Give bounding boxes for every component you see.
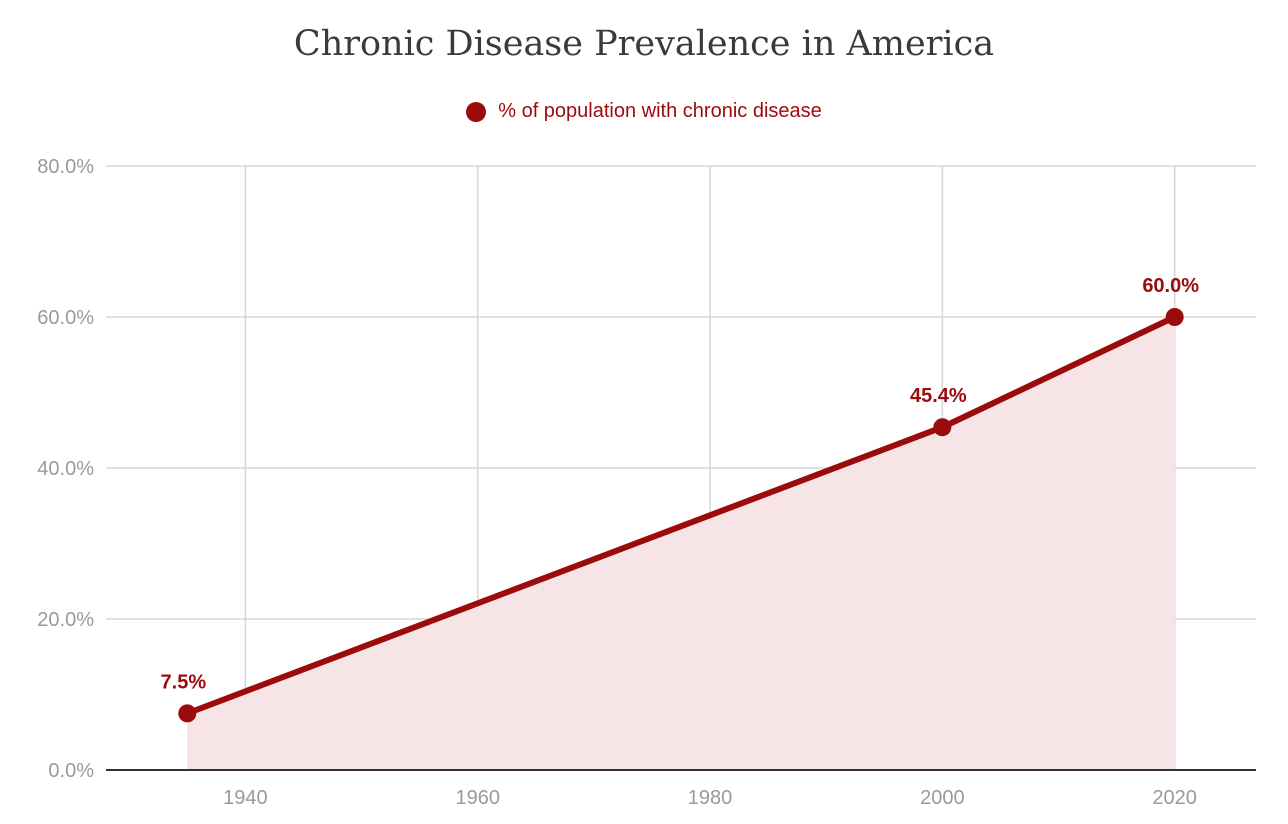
series-area bbox=[187, 317, 1175, 770]
data-point bbox=[1165, 308, 1184, 326]
x-tick-label: 2020 bbox=[1152, 787, 1197, 809]
y-tick-label: 40.0% bbox=[37, 458, 94, 480]
point-layer bbox=[178, 308, 1184, 723]
data-label: 60.0% bbox=[1142, 275, 1199, 297]
x-tick-label: 1960 bbox=[455, 787, 500, 809]
data-point bbox=[933, 418, 952, 437]
y-tick-label: 0.0% bbox=[48, 760, 94, 782]
tick-layer: 0.0% 20.0% 40.0% 60.0% 80.0% 1940 1960 1980 2000… bbox=[37, 156, 1197, 809]
x-tick-label: 1940 bbox=[223, 787, 268, 809]
area-layer bbox=[187, 317, 1175, 770]
x-tick-label: 2000 bbox=[920, 787, 965, 809]
y-tick-label: 80.0% bbox=[37, 156, 94, 178]
legend-label: % of population with chronic disease bbox=[498, 100, 822, 122]
legend: % of population with chronic disease bbox=[0, 100, 1288, 123]
data-label: 45.4% bbox=[910, 385, 967, 407]
data-point bbox=[178, 704, 197, 723]
y-tick-label: 60.0% bbox=[37, 307, 94, 329]
y-tick-label: 20.0% bbox=[37, 609, 94, 631]
legend-marker-icon bbox=[466, 101, 487, 122]
label-layer: 7.5% 45.4% 60.0% bbox=[161, 275, 1200, 693]
data-label: 7.5% bbox=[161, 671, 207, 693]
chart-title: Chronic Disease Prevalence in America bbox=[293, 24, 995, 64]
x-tick-label: 1980 bbox=[688, 787, 733, 809]
